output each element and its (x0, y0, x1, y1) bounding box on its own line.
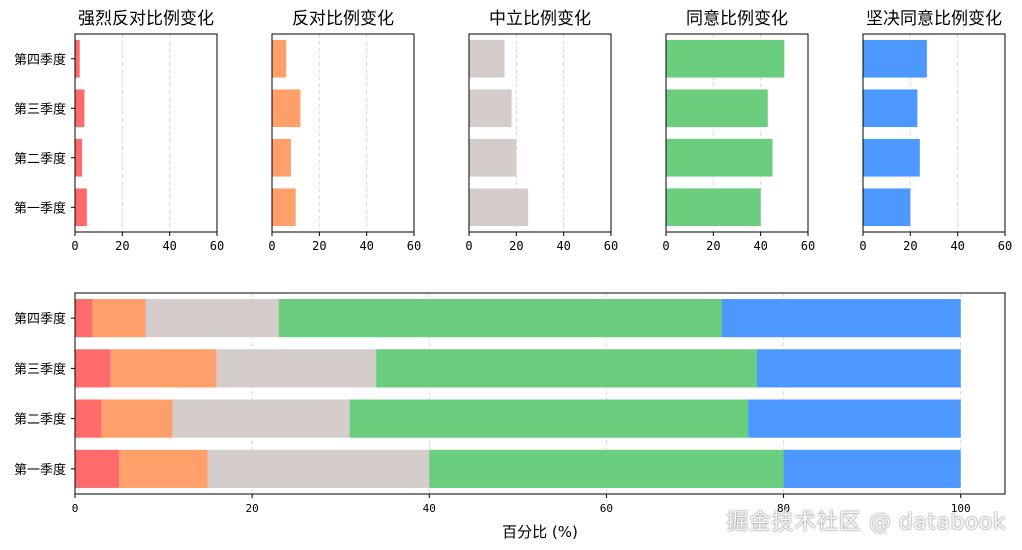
bar (75, 89, 85, 128)
bar-segment (75, 349, 111, 388)
axes-frame (74, 33, 218, 233)
x-tick-label: 20 (312, 239, 326, 253)
panel-title: 同意比例变化 (686, 9, 788, 29)
x-tick-label: 60 (210, 239, 224, 253)
panel-title: 坚决同意比例变化 (866, 9, 1002, 29)
bar-segment (172, 399, 350, 438)
y-tick-label: 第二季度 (14, 151, 66, 167)
x-tick-label: 60 (801, 239, 815, 253)
bar (863, 39, 927, 78)
x-tick-label: 60 (998, 239, 1012, 253)
bar-segment (101, 399, 173, 438)
small-panel: 0 20 40 60 中立比例变化 (465, 9, 618, 253)
x-tick-label: 0 (662, 239, 669, 253)
bar-segment (721, 299, 961, 338)
panel-title: 反对比例变化 (292, 9, 394, 29)
small-panel: 0 20 40 60 反对比例变化 (268, 9, 421, 253)
bar-segment (783, 449, 961, 488)
y-tick-label: 第三季度 (14, 361, 66, 377)
x-tick-label: 0 (268, 239, 275, 253)
x-tick-label: 100 (951, 502, 971, 515)
bar-segment (145, 299, 279, 338)
bar-segment (207, 449, 430, 488)
bar (666, 39, 785, 78)
bar (272, 138, 291, 177)
bar (272, 89, 301, 128)
y-tick-label: 第四季度 (14, 311, 66, 327)
bar-segment (119, 449, 208, 488)
bar-segment (376, 349, 757, 388)
x-tick-label: 20 (115, 239, 129, 253)
bar (469, 39, 505, 78)
small-panel: 0 20 40 60 坚决同意比例变化 (859, 9, 1012, 253)
axes-frame (665, 33, 809, 233)
bar (469, 138, 517, 177)
x-tick-label: 20 (246, 502, 259, 515)
small-panel: 0 20 40 60 同意比例变化 (662, 9, 815, 253)
small-panel: 0 20 40 60 第一季度 第二季度 第三季度 第四季度 强烈反对比例变化 (14, 9, 224, 253)
x-tick-label: 0 (859, 239, 866, 253)
bar (469, 89, 512, 128)
y-tick-label: 第一季度 (14, 462, 66, 478)
x-tick-label: 60 (407, 239, 421, 253)
bar-segment (278, 299, 722, 338)
bar-segment (429, 449, 784, 488)
bar (272, 188, 296, 227)
bar-segment (75, 449, 120, 488)
bar (863, 89, 918, 128)
x-tick-label: 40 (950, 239, 964, 253)
x-tick-label: 0 (71, 239, 78, 253)
x-tick-label: 60 (604, 239, 618, 253)
x-tick-label: 0 (465, 239, 472, 253)
axes-frame (271, 33, 415, 233)
bar (75, 39, 80, 78)
y-tick-label: 第三季度 (14, 101, 66, 117)
x-tick-label: 60 (600, 502, 613, 515)
bar (863, 188, 911, 227)
bar-segment (349, 399, 749, 438)
x-tick-label: 80 (777, 502, 790, 515)
bar (863, 138, 920, 177)
axes-frame (468, 33, 612, 233)
bar (75, 138, 83, 177)
axes-frame (74, 292, 1006, 495)
bar (75, 188, 87, 227)
x-tick-label: 20 (903, 239, 917, 253)
bar-segment (110, 349, 217, 388)
x-tick-label: 40 (556, 239, 570, 253)
x-tick-label: 40 (359, 239, 373, 253)
x-tick-label: 40 (423, 502, 436, 515)
panel-title: 强烈反对比例变化 (78, 9, 214, 29)
bar (469, 188, 529, 227)
y-tick-label: 第二季度 (14, 412, 66, 428)
y-tick-label: 第一季度 (14, 200, 66, 216)
y-tick-label: 第四季度 (14, 52, 66, 68)
x-tick-label: 20 (509, 239, 523, 253)
x-axis-label: 百分比 (%) (502, 523, 578, 541)
x-tick-label: 40 (753, 239, 767, 253)
x-tick-label: 40 (162, 239, 176, 253)
axes-frame (862, 33, 1006, 233)
bar-segment (748, 399, 961, 438)
panel-title: 中立比例变化 (489, 9, 591, 29)
small-multiples-row: 0 20 40 60 第一季度 第二季度 第三季度 第四季度 强烈反对比例变化 0 20 40 60 反对… (14, 9, 1012, 253)
bar-segment (92, 299, 146, 338)
bar (666, 89, 768, 128)
watermark-text: 掘金技术社区 @ databook (726, 510, 1006, 535)
bar (666, 188, 761, 227)
bar-segment (75, 299, 93, 338)
bar-segment (216, 349, 377, 388)
bar-segment (757, 349, 961, 388)
bar (666, 138, 773, 177)
x-tick-label: 0 (72, 502, 79, 515)
bar-segment (75, 399, 102, 438)
bar (272, 39, 287, 78)
x-tick-label: 20 (706, 239, 720, 253)
